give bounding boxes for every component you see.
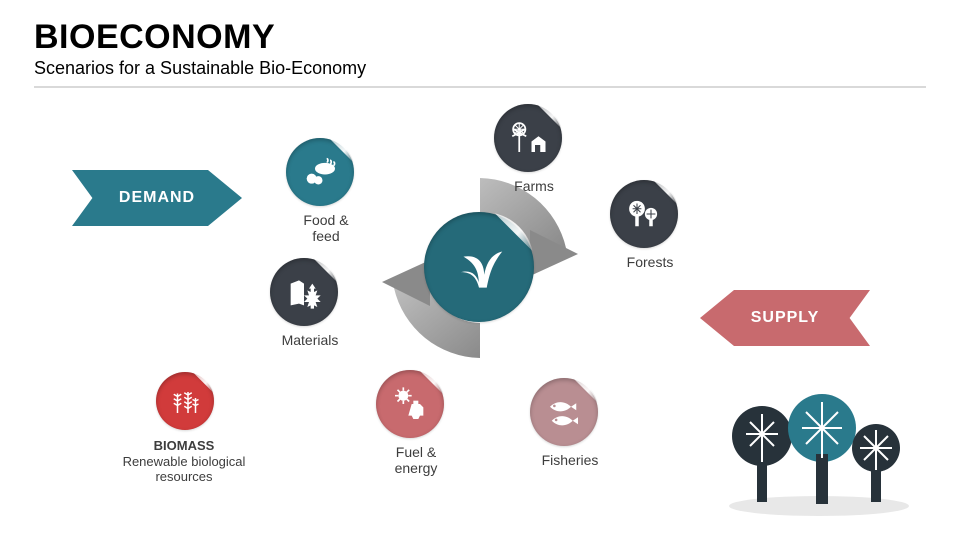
node-label: Fisheries bbox=[530, 452, 610, 468]
demand-label: DEMAND bbox=[119, 189, 195, 207]
hub-badge bbox=[424, 212, 534, 322]
supply-arrow: SUPPLY bbox=[700, 290, 870, 346]
node-farms: Farms bbox=[494, 104, 574, 194]
node-label: Farms bbox=[494, 178, 574, 194]
node-label: Materials bbox=[270, 332, 350, 348]
supply-label: SUPPLY bbox=[751, 309, 820, 327]
node-label: Food &feed bbox=[286, 212, 366, 244]
node-forests: Forests bbox=[610, 180, 690, 270]
page-title: BIOECONOMY bbox=[34, 18, 275, 57]
page-subtitle: Scenarios for a Sustainable Bio-Economy bbox=[34, 58, 366, 79]
farm-icon bbox=[507, 117, 549, 159]
leaf-icon bbox=[448, 236, 510, 298]
node-materials: Materials bbox=[270, 258, 350, 348]
materials-icon bbox=[284, 272, 324, 312]
cycle-center bbox=[380, 168, 580, 368]
biomass-caption: BIOMASS Renewable biological resources bbox=[104, 438, 264, 485]
demand-arrow: DEMAND bbox=[72, 170, 242, 226]
biomass-caption-title: BIOMASS bbox=[104, 438, 264, 454]
node-fisheries: Fisheries bbox=[530, 378, 610, 468]
title-underline bbox=[34, 86, 926, 88]
food-icon bbox=[300, 152, 340, 192]
biomass-caption-body: Renewable biological resources bbox=[104, 454, 264, 485]
fuel-icon bbox=[390, 384, 430, 424]
node-label: Fuel &energy bbox=[376, 444, 456, 476]
node-label: Forests bbox=[610, 254, 690, 270]
node-biomass bbox=[150, 372, 220, 430]
fish-icon bbox=[543, 391, 585, 433]
slide-canvas: BIOECONOMY Scenarios for a Sustainable B… bbox=[0, 0, 960, 540]
node-food-feed: Food &feed bbox=[286, 138, 366, 244]
wheat-icon bbox=[167, 383, 203, 419]
trees-illustration-icon bbox=[724, 388, 914, 518]
trees-icon bbox=[623, 193, 665, 235]
node-fuel-energy: Fuel &energy bbox=[376, 370, 456, 476]
